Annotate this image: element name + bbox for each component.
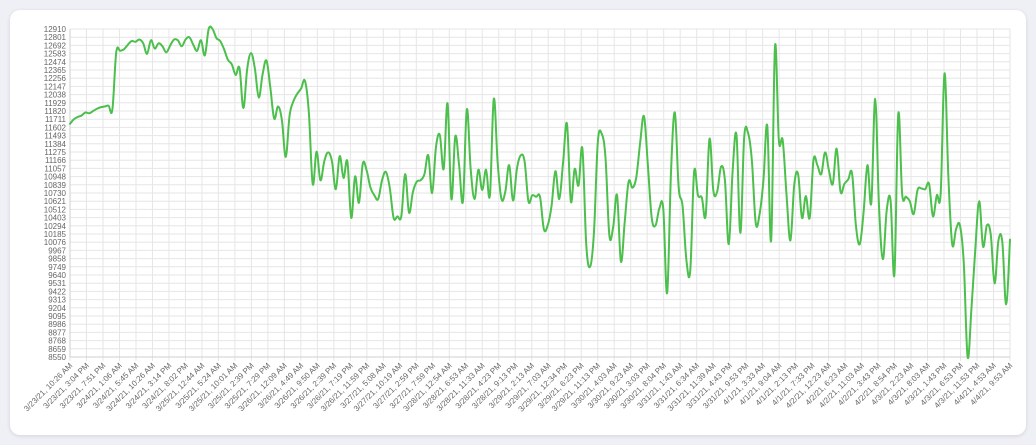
y-tick-label: 10294: [44, 222, 67, 231]
y-tick-label: 9204: [48, 304, 66, 313]
y-tick-label: 9858: [48, 255, 66, 264]
y-tick-label: 12801: [44, 33, 67, 42]
y-tick-label: 8550: [48, 353, 66, 362]
y-tick-label: 10839: [44, 181, 67, 190]
line-chart: 8550865987688877898690959204931394229531…: [22, 25, 1015, 414]
y-tick-label: 11057: [44, 164, 66, 173]
y-tick-label: 9640: [48, 271, 66, 280]
y-tick-label: 12256: [44, 74, 67, 83]
y-tick-label: 10512: [44, 205, 67, 214]
y-tick-label: 8877: [48, 328, 66, 337]
chart-card: 8550 8659 8768 8877 8986 9095 9204 9313 9422 9531…: [10, 10, 1026, 435]
y-tick-label: 11929: [44, 99, 66, 108]
y-tick-label: 9313: [48, 296, 66, 305]
y-tick-label: 10621: [44, 197, 67, 206]
y-tick-label: 12583: [44, 50, 67, 59]
y-axis-ticks: 8550865987688877898690959204931394229531…: [44, 25, 67, 362]
y-tick-label: 9422: [48, 287, 66, 296]
series-line: [69, 25, 1011, 360]
y-tick-label: 8986: [48, 320, 66, 329]
y-tick-label: 9095: [48, 312, 66, 321]
y-tick-label: 10948: [44, 173, 67, 182]
y-tick-label: 8659: [48, 345, 66, 354]
y-tick-label: 12692: [44, 41, 67, 50]
y-tick-label: 12365: [44, 66, 67, 75]
y-tick-label: 10076: [44, 238, 67, 247]
y-tick-label: 9531: [48, 279, 66, 288]
y-tick-label: 12474: [44, 58, 67, 67]
y-tick-label: 9967: [48, 246, 66, 255]
y-tick-label: 9749: [48, 263, 66, 272]
y-tick-label: 11275: [44, 148, 66, 157]
y-tick-label: 11384: [44, 140, 66, 149]
y-tick-label: 11493: [44, 132, 66, 141]
y-tick-label: 11820: [44, 107, 66, 116]
y-tick-label: 11166: [45, 156, 67, 165]
x-axis-ticks: 3/23/21, 10:26 AM3/23/21, 3:04 PM3/23/21…: [22, 361, 1015, 414]
y-tick-label: 10185: [44, 230, 67, 239]
y-tick-label: 12147: [44, 82, 67, 91]
y-tick-label: 8768: [48, 337, 66, 346]
y-tick-label: 10403: [44, 214, 67, 223]
series-layer: [69, 25, 1011, 360]
y-tick-label: 10730: [44, 189, 67, 198]
y-tick-label: 11602: [44, 123, 66, 132]
y-tick-label: 11711: [45, 115, 67, 124]
y-tick-label: 12910: [44, 25, 67, 34]
y-tick-label: 12038: [44, 91, 67, 100]
